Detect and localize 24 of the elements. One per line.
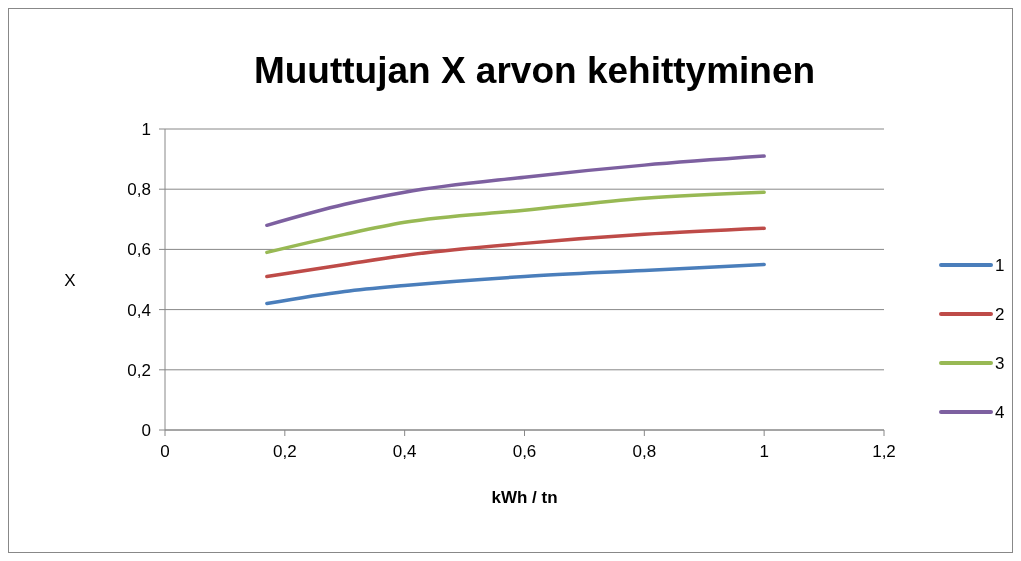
x-tick-label: 0 (160, 442, 170, 461)
x-tick-label: 0,2 (273, 442, 297, 461)
chart-title: Muuttujan X arvon kehittyminen (253, 50, 816, 91)
x-tick-label: 1 (759, 442, 769, 461)
x-tick-label: 0,4 (392, 442, 417, 461)
x-tick-label: 1,2 (872, 442, 896, 461)
legend-label: 2 (995, 305, 1005, 324)
x-tick-label: 0,6 (512, 442, 537, 461)
x-tick-label: 0,8 (632, 442, 657, 461)
y-tick-label: 0 (141, 421, 151, 440)
y-tick-label: 0,6 (127, 240, 151, 260)
line-series (265, 226, 766, 279)
y-tick-label: 0,2 (127, 360, 151, 380)
y-tick-label: 0,8 (127, 180, 151, 200)
x-axis-title: kWh / tn (491, 488, 558, 507)
legend-label: 3 (995, 354, 1005, 373)
y-axis-title: X (64, 270, 76, 290)
line-series (265, 190, 766, 255)
line-series (265, 154, 766, 228)
y-tick-label: 1 (141, 120, 151, 139)
y-tick-label: 0,4 (127, 300, 151, 320)
legend-label: 4 (995, 403, 1005, 422)
legend-label: 1 (995, 256, 1005, 275)
line-series (265, 262, 766, 306)
